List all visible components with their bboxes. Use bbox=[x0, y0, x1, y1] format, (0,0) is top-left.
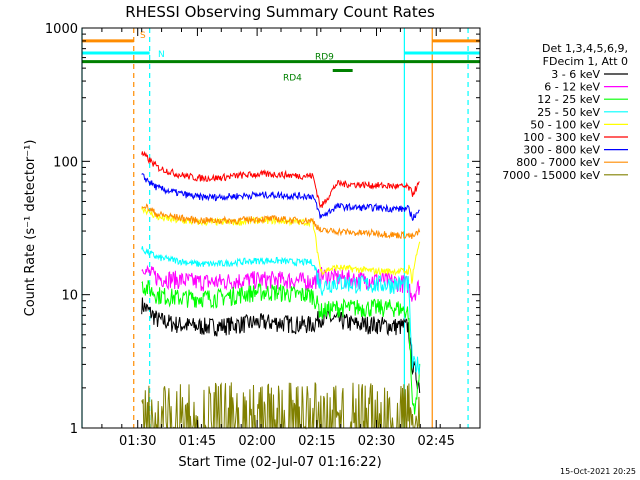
timestamp-label: 15-Oct-2021 20:25 bbox=[560, 467, 636, 476]
x-tick-label-2: 02:00 bbox=[238, 434, 275, 449]
y-tick-label-1: 10 bbox=[61, 289, 78, 304]
series-line-6-12-kev bbox=[141, 264, 421, 302]
x-tick-label-3: 02:15 bbox=[298, 434, 335, 449]
flag-label-rd9: RD9 bbox=[315, 53, 334, 63]
y-tick-label-0: 1 bbox=[70, 422, 78, 437]
plot-frame bbox=[81, 27, 481, 429]
series-line-7000-15000-kev bbox=[141, 382, 421, 430]
x-axis-label: Start Time (02-Jul-07 01:16:22) bbox=[178, 455, 381, 470]
plot-area: S N RD9 RD4 bbox=[81, 28, 480, 430]
series-line-50-100-kev bbox=[141, 206, 421, 284]
legend-label-1: 6 - 12 keV bbox=[544, 81, 600, 94]
legend-header-line-1: FDecim 1, Att 0 bbox=[543, 55, 628, 68]
y-tick-label-3: 1000 bbox=[45, 22, 78, 37]
series-line-3-6-kev bbox=[141, 297, 421, 394]
legend-label-8: 7000 - 15000 keV bbox=[502, 169, 600, 182]
series-line-25-50-kev bbox=[141, 246, 421, 375]
series-line-300-800-kev bbox=[141, 173, 420, 221]
legend-header-line-0: Det 1,3,4,5,6,9, bbox=[542, 42, 628, 55]
y-axis-label: Count Rate (s⁻¹ detector⁻¹) bbox=[23, 140, 38, 317]
axis-ticks: 01:30 01:45 02:00 02:15 02:30 02:45 1 10 100 1000 bbox=[45, 22, 481, 449]
x-tick-label-1: 01:45 bbox=[179, 434, 216, 449]
x-tick-label-4: 02:30 bbox=[358, 434, 395, 449]
legend-label-6: 300 - 800 keV bbox=[523, 144, 600, 157]
x-tick-label-5: 02:45 bbox=[417, 434, 454, 449]
series-line-100-300-kev bbox=[141, 150, 420, 209]
chart-title: RHESSI Observing Summary Count Rates bbox=[125, 3, 435, 21]
x-tick-label-0: 01:30 bbox=[119, 434, 156, 449]
legend-label-3: 25 - 50 keV bbox=[537, 106, 600, 119]
series-line-800-7000-kev bbox=[141, 203, 421, 239]
series-line-12-25-kev bbox=[141, 280, 421, 415]
legend-label-2: 12 - 25 keV bbox=[537, 93, 600, 106]
flag-label-s: S bbox=[140, 31, 146, 41]
legend-label-4: 50 - 100 keV bbox=[530, 118, 600, 131]
legend-label-0: 3 - 6 keV bbox=[551, 68, 600, 81]
y-tick-label-2: 100 bbox=[53, 155, 78, 170]
legend-label-7: 800 - 7000 keV bbox=[516, 156, 600, 169]
flag-label-rd4: RD4 bbox=[283, 74, 302, 84]
legend: Det 1,3,4,5,6,9,FDecim 1, Att 03 - 6 keV… bbox=[502, 42, 628, 182]
flag-label-n: N bbox=[158, 50, 165, 60]
legend-label-5: 100 - 300 keV bbox=[523, 131, 600, 144]
